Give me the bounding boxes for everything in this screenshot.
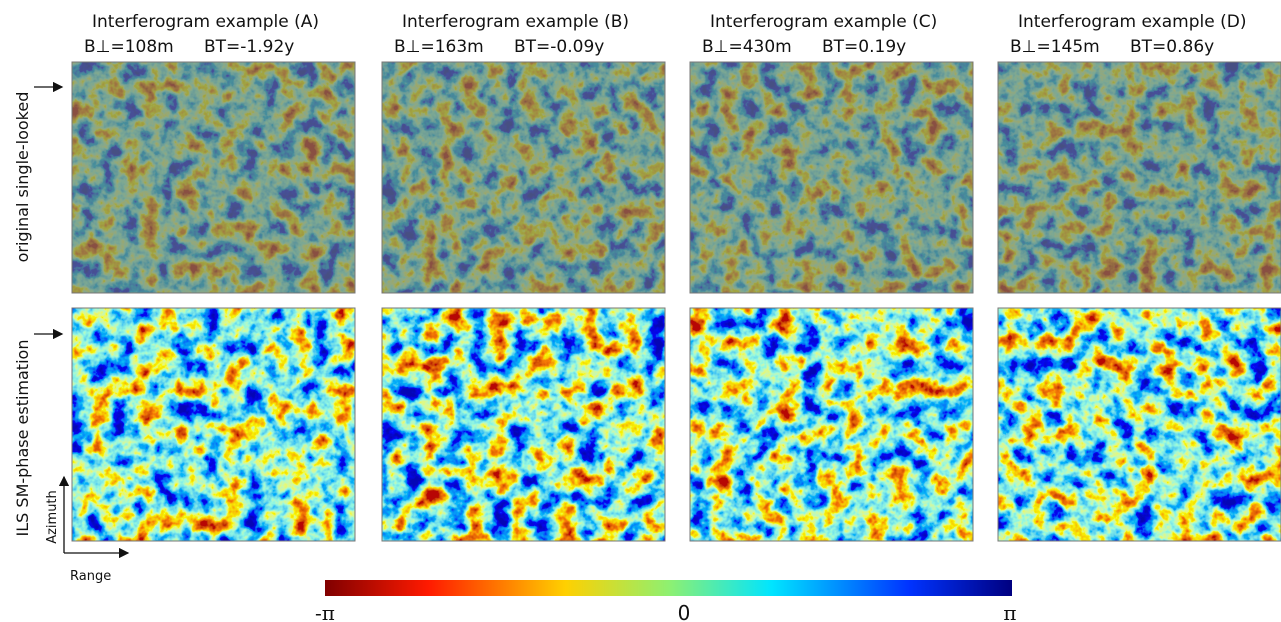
column-title: Interferogram example (D)	[1018, 12, 1246, 32]
row-label: ILS SM-phase estimation	[13, 340, 32, 537]
panels	[71, 61, 1281, 542]
colorbar	[325, 580, 1012, 596]
interferogram	[998, 62, 1281, 293]
column-title: Interferogram example (A)	[92, 12, 319, 32]
panel-border	[997, 307, 1281, 542]
axis-label: Range	[70, 569, 111, 584]
baseline-perp: B⊥=430m	[702, 37, 792, 57]
baseline-temp: BT=0.86y	[1130, 37, 1214, 57]
interferogram	[690, 62, 973, 293]
panel-border	[71, 307, 356, 542]
column-title: Interferogram example (C)	[710, 12, 937, 32]
panel-border	[381, 307, 666, 542]
baseline-perp: B⊥=163m	[394, 37, 484, 57]
panel-border	[381, 61, 666, 294]
axis-label: Azimuth	[45, 490, 60, 544]
column-title: Interferogram example (B)	[402, 12, 629, 32]
colorbar-label: 0	[678, 601, 691, 622]
interferogram	[72, 62, 355, 293]
interferogram	[382, 62, 665, 293]
panel-border	[689, 61, 974, 294]
baseline-temp: BT=0.19y	[822, 37, 906, 57]
panel-border	[71, 61, 356, 294]
colorbar-label: -π	[315, 601, 335, 622]
panel-border	[689, 307, 974, 542]
colorbar-label: π	[1003, 601, 1016, 622]
baseline-temp: BT=-1.92y	[204, 37, 294, 57]
interferogram	[998, 308, 1281, 541]
interferogram	[72, 308, 355, 541]
row-label: original single-looked	[13, 92, 32, 263]
baseline-temp: BT=-0.09y	[514, 37, 604, 57]
interferogram	[382, 308, 665, 541]
baseline-perp: B⊥=108m	[84, 37, 174, 57]
panel-border	[997, 61, 1281, 294]
interferogram	[690, 308, 973, 541]
baseline-perp: B⊥=145m	[1010, 37, 1100, 57]
